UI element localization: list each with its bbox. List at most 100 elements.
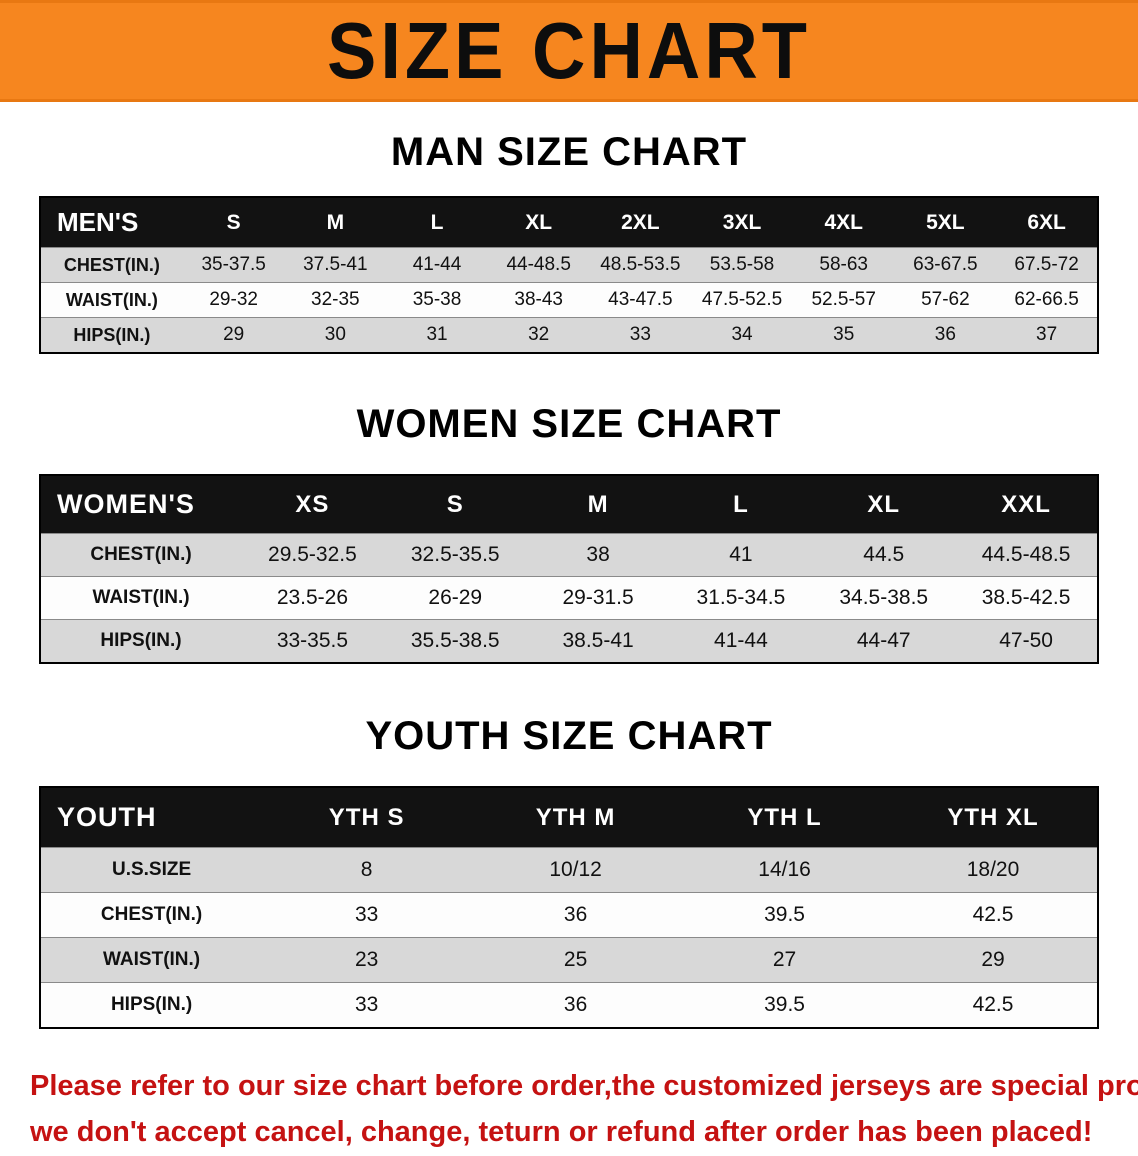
value-cell: 44.5-48.5 (981, 543, 1071, 566)
row-label-cell: CHEST(IN.) (90, 544, 192, 565)
value-cell: 23.5-26 (276, 586, 349, 609)
row-label-cell: HIPS(IN.) (110, 994, 193, 1015)
men-size-chart-heading: MAN SIZE CHART (390, 130, 748, 174)
value-cell: 41 (729, 543, 753, 566)
value-cell: 14/16 (758, 858, 811, 881)
value-cell: 32.5-35.5 (410, 543, 500, 566)
disclaimer-line-1: Please refer to our size chart before or… (30, 1070, 1138, 1102)
women-size-table: WOMEN'S XS S M L XL XXL CHEST(IN.) 29.5-32.5 32.5… (39, 474, 1099, 664)
measurement-row: HIPS(IN.) 33-35.5 35.5-38.5 38.5-41 41-44 44-… (40, 619, 1098, 663)
value-cell: 30 (324, 324, 346, 345)
women-size-chart-section: WOMEN SIZE CHART WOMEN'S XS S M L XL XXL CHEST(… (0, 404, 1138, 664)
header-row: MEN'S S M L XL 2XL 3XL 4XL 5XL 6XL (40, 197, 1098, 248)
value-cell: 38.5-42.5 (981, 586, 1071, 609)
row-label-cell: HIPS(IN.) (100, 630, 182, 651)
size-header-cell: L (669, 475, 813, 534)
size-header-cell: YTH L (680, 787, 890, 848)
size-header-cell: YTH XL (889, 787, 1098, 848)
size-header-cell: 6XL (996, 197, 1098, 248)
row-label-cell: WAIST(IN.) (65, 289, 158, 310)
value-cell: 34.5-38.5 (839, 586, 929, 609)
table-header: MEN'S S M L XL 2XL 3XL 4XL 5XL 6XL (40, 197, 1098, 248)
value-cell: 41-44 (714, 629, 768, 652)
value-cell: 38-43 (514, 289, 563, 310)
value-cell: 31 (426, 324, 448, 345)
youth-size-chart-heading: YOUTH SIZE CHART (365, 714, 773, 758)
value-cell: 42.5 (972, 993, 1014, 1016)
value-cell: 63-67.5 (913, 254, 978, 275)
row-label-cell: HIPS(IN.) (73, 324, 151, 345)
value-cell: 34 (731, 324, 753, 345)
size-header-cell: L (386, 197, 488, 248)
table-body: U.S.SIZE 8 10/12 14/16 18/20 CHEST(IN.) 33 36 39… (40, 847, 1098, 1028)
measurement-row: HIPS(IN.) 29 30 31 32 33 34 35 36 37 (40, 317, 1098, 353)
value-cell: 35-37.5 (201, 254, 266, 275)
value-cell: 57-62 (921, 289, 970, 310)
value-cell: 35 (833, 324, 855, 345)
banner-title: SIZE CHART (327, 5, 811, 96)
value-cell: 8 (360, 858, 373, 881)
value-cell: 52.5-57 (811, 289, 876, 310)
value-cell: 26-29 (428, 586, 483, 609)
size-header-cell: YTH M (471, 787, 681, 848)
size-header-cell: 3XL (691, 197, 793, 248)
disclaimer-line-2: we don't accept cancel, change, teturn o… (30, 1116, 1093, 1149)
size-header-cell: 2XL (589, 197, 692, 248)
value-cell: 18/20 (966, 858, 1020, 881)
row-label-cell: WAIST(IN.) (92, 587, 190, 608)
value-cell: 39.5 (764, 993, 805, 1016)
value-cell: 36 (934, 324, 956, 345)
value-cell: 62-66.5 (1014, 289, 1079, 310)
disclaimer-text: Please refer to our size chart before or… (0, 1063, 1138, 1156)
value-cell: 58-63 (819, 254, 868, 275)
row-label-cell: CHEST(IN.) (63, 254, 160, 275)
value-cell: 38 (586, 543, 610, 566)
table-body: CHEST(IN.) 29.5-32.5 32.5-35.5 38 41 44.5 44.5… (40, 533, 1098, 663)
size-header-cell: 5XL (894, 197, 997, 248)
measurement-row: WAIST(IN.) 23 25 27 29 (40, 937, 1098, 983)
value-cell: 36 (563, 993, 588, 1016)
size-header-cell: XS (241, 475, 384, 534)
value-cell: 32-35 (311, 289, 360, 310)
table-title-cell: YOUTH (40, 787, 263, 848)
header-row: WOMEN'S XS S M L XL XXL (40, 475, 1098, 534)
value-cell: 29-31.5 (562, 586, 634, 609)
value-cell: 41-44 (412, 254, 462, 275)
size-header-cell: S (383, 475, 527, 534)
row-label-cell: CHEST(IN.) (100, 904, 203, 925)
size-header-cell: XL (487, 197, 590, 248)
value-cell: 44.5 (863, 543, 905, 566)
value-cell: 47-50 (999, 629, 1053, 652)
value-cell: 31.5-34.5 (696, 586, 786, 609)
value-cell: 44-47 (856, 629, 911, 652)
value-cell: 44-48.5 (506, 254, 571, 275)
value-cell: 36 (563, 903, 588, 926)
size-header-cell: XL (812, 475, 956, 534)
youth-size-chart-section: YOUTH SIZE CHART YOUTH YTH S YTH M YTH L YTH… (0, 716, 1138, 1029)
value-cell: 37.5-41 (303, 254, 368, 275)
value-cell: 43-47.5 (608, 289, 673, 310)
size-chart-banner: SIZE CHART (0, 0, 1138, 102)
value-cell: 47.5-52.5 (701, 289, 783, 310)
value-cell: 33-35.5 (276, 629, 349, 652)
measurement-row: U.S.SIZE 8 10/12 14/16 18/20 (40, 847, 1098, 893)
men-size-table: MEN'S S M L XL 2XL 3XL 4XL 5XL 6XL CHEST(IN.) 35-37… (39, 196, 1099, 354)
value-cell: 35.5-38.5 (410, 629, 500, 652)
value-cell: 25 (563, 948, 588, 971)
value-cell: 29.5-32.5 (268, 543, 357, 566)
value-cell: 29 (981, 948, 1005, 971)
measurement-row: CHEST(IN.) 29.5-32.5 32.5-35.5 38 41 44.5 44.5… (40, 533, 1098, 577)
row-label-cell: U.S.SIZE (111, 859, 192, 880)
row-label-cell: WAIST(IN.) (103, 949, 201, 970)
value-cell: 32 (528, 324, 550, 345)
value-cell: 67.5-72 (1014, 254, 1079, 275)
value-cell: 10/12 (549, 858, 602, 881)
size-header-cell: XXL (955, 475, 1098, 534)
value-cell: 27 (772, 948, 797, 971)
header-row: YOUTH YTH S YTH M YTH L YTH XL (40, 787, 1098, 848)
value-cell: 37 (1036, 324, 1058, 345)
value-cell: 23 (354, 948, 379, 971)
table-title-cell: MEN'S (40, 197, 183, 248)
value-cell: 39.5 (764, 903, 805, 926)
measurement-row: CHEST(IN.) 33 36 39.5 42.5 (40, 892, 1098, 938)
